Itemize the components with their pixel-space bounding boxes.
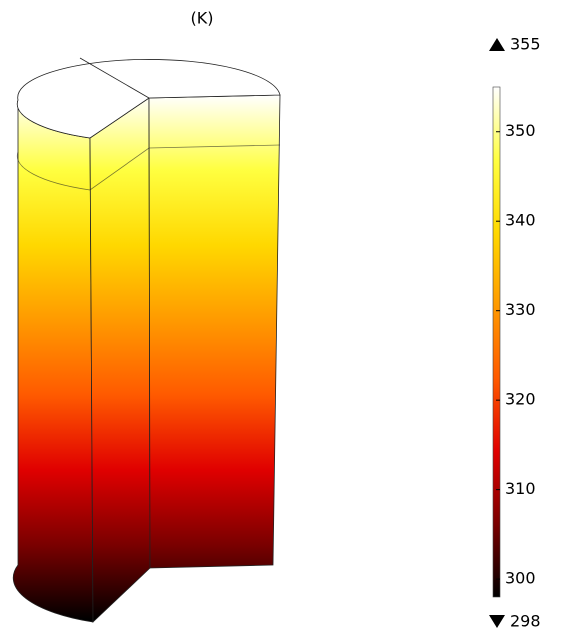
left-face <box>12 99 94 623</box>
colorbar-tick-label: 350 <box>505 121 536 140</box>
top-edge <box>79 57 150 99</box>
cut-face-front <box>89 97 151 623</box>
max-label: 355 <box>510 35 541 54</box>
cut-face-right <box>148 94 281 569</box>
colorbar-tick-label: 310 <box>505 479 536 498</box>
max-arrow <box>489 38 505 51</box>
min-label: 298 <box>510 612 541 631</box>
inner-boundary <box>16 144 281 191</box>
colorbar-tick-label: 300 <box>505 569 536 588</box>
min-arrow <box>489 615 505 628</box>
colorbar-tick-label: 340 <box>505 211 536 230</box>
top-face <box>16 59 281 139</box>
chart-title: (K) <box>191 9 214 28</box>
colorbar-tick-label: 330 <box>505 300 536 319</box>
colorbar-tick-label: 320 <box>505 390 536 409</box>
colorbar <box>492 86 501 598</box>
